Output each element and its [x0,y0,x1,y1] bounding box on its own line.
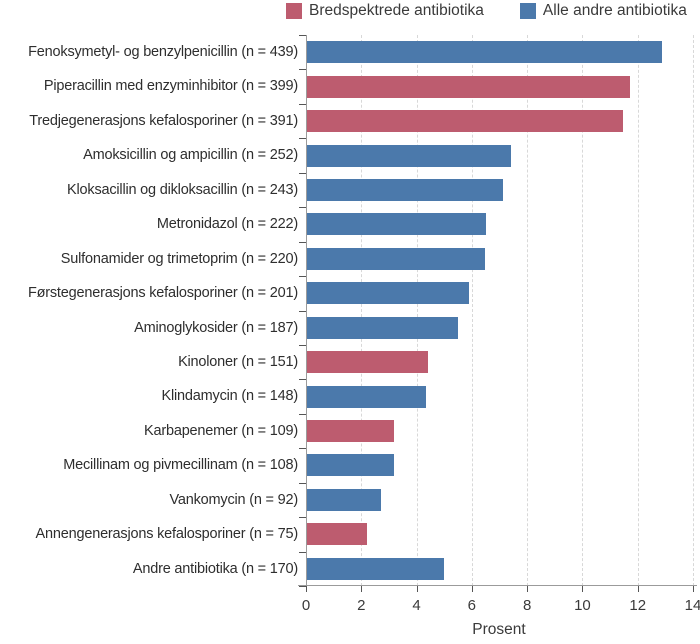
y-tick [299,242,306,243]
y-tick [299,207,306,208]
category-label-1: Fenoksymetyl- og benzylpenicillin (n = 4… [28,44,298,60]
bar-11 [306,385,426,408]
legend-item-all-other: Alle andre antibiotika [519,2,687,20]
gridline-x-12 [637,35,639,586]
category-label-6: Metronidazol (n = 222) [156,216,298,233]
x-tick-14 [693,586,694,592]
category-label-7: Sulfonamider og trimetoprim (n = 220) [60,250,298,267]
bar-12 [306,420,395,443]
bar-7 [306,247,485,270]
bar-14 [306,488,381,511]
category-label-9: Aminoglykosider (n = 187) [134,319,298,336]
x-tick-2 [361,586,362,592]
y-tick [299,104,306,105]
y-tick [299,552,306,553]
x-tick-4 [417,586,418,592]
category-label-15: Annengenerasjons kefalosporiner (n = 75) [35,526,299,543]
bar-16 [306,557,444,580]
y-tick [299,35,306,36]
x-tick-label-8: 8 [522,597,532,614]
x-tick-label-2: 2 [357,597,366,614]
y-tick [299,483,306,484]
y-tick [299,414,306,415]
y-tick [299,138,306,139]
x-tick-label-10: 10 [574,597,591,614]
bar-3 [306,110,624,133]
x-tick-label-0: 0 [301,597,311,614]
legend: Bredspektrede antibiotika Alle andre ant… [286,2,687,20]
gridline-x-4 [416,35,418,586]
legend-item-broad-spectrum: Bredspektrede antibiotika [286,2,484,20]
category-label-5: Kloksacillin og dikloksacillin (n = 243) [67,181,298,198]
category-label-3: Tredjegenerasjons kefalosporiner (n = 39… [29,112,298,129]
y-tick [299,173,306,174]
gridline-x-2 [361,35,363,586]
category-label-14: Vankomycin (n = 92) [169,491,298,508]
x-tick-8 [527,586,528,592]
gridline-x-14 [693,35,694,586]
category-label-11: Klindamycin (n = 148) [161,388,299,405]
y-tick [299,69,306,70]
gridline-x-8 [527,35,529,586]
x-tick-10 [582,586,583,592]
x-axis-line [298,585,697,586]
bar-8 [306,282,470,305]
bar-1 [306,41,663,64]
x-tick-label-12: 12 [629,597,647,614]
y-tick [299,276,306,277]
category-label-2: Piperacillin med enzyminhibitor (n = 399… [43,78,298,95]
y-tick [299,379,306,380]
x-tick-label-4: 4 [412,597,421,614]
x-tick-0 [306,586,307,592]
bar-15 [306,523,367,546]
y-tick [299,448,306,449]
x-tick-label-14: 14 [684,597,700,614]
bar-6 [306,213,487,236]
y-tick [299,311,306,312]
category-label-10: Kinoloner (n = 151) [178,353,298,370]
category-label-12: Karbapenemer (n = 109) [144,422,298,439]
x-tick-label-6: 6 [467,597,477,614]
category-label-13: Mecillinam og pivmecillinam (n = 108) [63,457,298,474]
category-label-4: Amoksicillin og ampicillin (n = 252) [83,147,298,164]
y-tick [299,345,306,346]
bar-10 [306,351,429,374]
y-axis-line [306,35,307,586]
x-tick-6 [472,586,473,592]
bar-9 [306,316,458,339]
legend-label: Alle andre antibiotika [542,2,687,19]
category-label-16: Andre antibiotika (n = 170) [132,560,298,577]
gridline-x-10 [582,35,584,586]
bar-4 [306,144,511,167]
bar-5 [306,178,504,201]
bar-13 [306,454,394,477]
y-tick [299,517,306,518]
bar-2 [306,75,630,98]
legend-label: Bredspektrede antibiotika [309,2,484,19]
y-tick [299,586,306,587]
plot-area [306,35,694,586]
x-axis-title: Prosent [472,621,526,638]
x-tick-12 [638,586,639,592]
legend-swatch-red-icon [286,3,302,19]
legend-swatch-blue-icon [519,3,536,19]
category-label-8: Førstegenerasjons kefalosporiner (n = 20… [27,285,298,302]
gridline-x-6 [471,35,473,586]
